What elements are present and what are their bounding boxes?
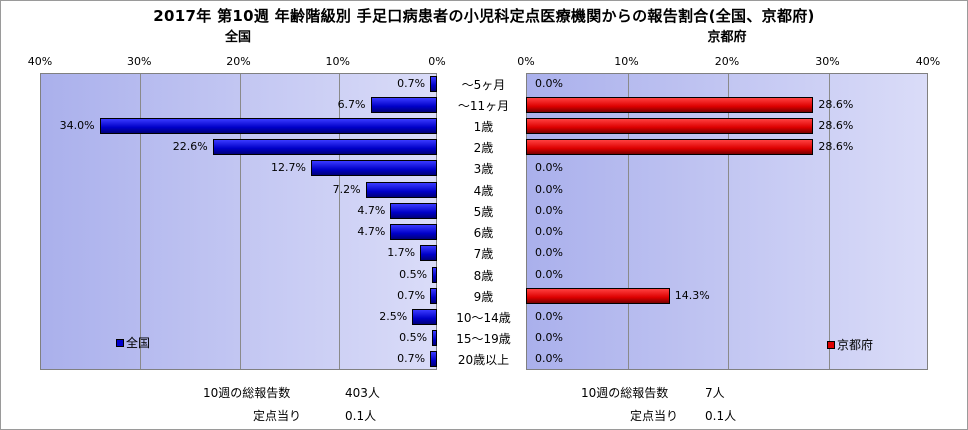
left-legend-label: 全国	[126, 336, 151, 350]
national-bar	[370, 96, 437, 113]
right-total-label: 10週の総報告数	[581, 386, 669, 400]
left-tick-label: 20%	[226, 55, 251, 68]
kyoto-value-label: 0.0%	[535, 76, 563, 90]
national-bar	[430, 351, 437, 368]
left-tick-label: 30%	[127, 55, 152, 68]
kyoto-value-label: 0.0%	[535, 225, 563, 239]
kyoto-value-label: 28.6%	[818, 97, 854, 111]
kyoto-value-label: 0.0%	[535, 267, 563, 281]
national-bar	[420, 245, 437, 262]
national-value-label: 2.5%	[379, 309, 408, 323]
national-value-label: 0.7%	[397, 76, 426, 90]
left-tick-label: 0%	[428, 55, 446, 68]
right-per-label: 定点当り	[630, 409, 679, 423]
kyoto-bar	[526, 287, 670, 304]
kyoto-value-label: 0.0%	[535, 203, 563, 217]
national-value-label: 34.0%	[59, 119, 95, 133]
kyoto-bar	[526, 96, 814, 113]
category-label: ～11ヶ月	[457, 98, 510, 113]
kyoto-value-label: 28.6%	[818, 119, 854, 133]
left-per-value: 0.1人	[345, 409, 377, 423]
left-total-value: 403人	[345, 386, 380, 400]
category-label: 20歳以上	[457, 353, 510, 368]
national-bar	[412, 308, 437, 325]
left-tick-label: 40%	[27, 55, 53, 68]
national-value-label: 0.7%	[397, 352, 426, 366]
national-value-label: 1.7%	[387, 246, 416, 260]
category-label: 5歳	[473, 204, 494, 219]
national-bar	[430, 287, 437, 304]
category-label: 4歳	[473, 183, 494, 198]
category-label: ～5ヶ月	[461, 77, 506, 92]
national-value-label: 0.5%	[399, 267, 428, 281]
kyoto-value-label: 0.0%	[535, 352, 563, 366]
national-bar	[99, 118, 437, 135]
right-legend: 京都府	[827, 336, 873, 353]
kyoto-value-label: 0.0%	[535, 309, 563, 323]
category-label: 8歳	[473, 268, 494, 283]
national-value-label: 12.7%	[271, 161, 306, 175]
chart-title: 2017年 第10週 年齢階級別 手足口病患者の小児科定点医療機関からの報告割合…	[153, 7, 815, 25]
right-tick-label: 20%	[714, 55, 740, 68]
right-gridline	[728, 74, 729, 369]
national-bar	[310, 160, 437, 177]
left-total-label: 10週の総報告数	[203, 386, 291, 400]
kyoto-value-label: 0.0%	[535, 331, 563, 345]
category-label: 15～19歳	[456, 332, 511, 347]
left-panel-title: 全国	[224, 30, 251, 45]
category-label: 3歳	[473, 162, 494, 177]
category-label: 6歳	[473, 226, 494, 241]
national-bar	[365, 181, 437, 198]
national-value-label: 7.2%	[332, 182, 361, 196]
category-label: 2歳	[473, 141, 494, 156]
left-tick-label: 10%	[325, 55, 350, 68]
right-total-value: 7人	[705, 386, 725, 400]
kyoto-bar	[526, 139, 814, 156]
national-bar	[212, 139, 437, 156]
left-gridline	[239, 74, 241, 369]
category-label: 10～14歳	[456, 310, 511, 325]
right-legend-label: 京都府	[837, 338, 874, 352]
kyoto-value-label: 0.0%	[535, 246, 563, 260]
national-bar	[432, 330, 437, 347]
national-bar	[390, 224, 437, 241]
national-value-label: 4.7%	[357, 203, 386, 217]
left-gridline	[140, 74, 142, 369]
kyoto-value-label: 0.0%	[535, 161, 563, 175]
right-tick-label: 10%	[614, 55, 639, 68]
right-per-value: 0.1人	[705, 409, 737, 423]
kyoto-value-label: 0.0%	[535, 182, 563, 196]
right-panel-title: 京都府	[707, 30, 747, 45]
national-value-label: 0.5%	[399, 331, 428, 345]
national-bar	[432, 266, 437, 283]
right-tick-label: 30%	[815, 55, 840, 68]
kyoto-bar	[526, 118, 814, 135]
category-label: 9歳	[473, 289, 494, 304]
right-gridline	[828, 74, 830, 369]
left-legend-swatch	[116, 338, 124, 347]
national-value-label: 6.7%	[337, 97, 366, 111]
national-bar	[390, 202, 437, 219]
left-legend: 全国	[116, 334, 150, 351]
national-value-label: 4.7%	[357, 225, 386, 239]
category-label: 1歳	[473, 120, 494, 135]
right-tick-label: 0%	[517, 55, 535, 68]
national-value-label: 22.6%	[172, 140, 208, 154]
national-bar	[430, 75, 437, 92]
left-per-label: 定点当り	[253, 409, 302, 423]
right-gridline	[627, 74, 629, 369]
national-value-label: 0.7%	[397, 288, 426, 302]
right-legend-swatch	[827, 340, 835, 349]
kyoto-value-label: 14.3%	[674, 288, 710, 302]
kyoto-value-label: 28.6%	[818, 140, 854, 154]
right-tick-label: 40%	[915, 55, 941, 68]
left-gridline	[338, 74, 340, 369]
category-label: 7歳	[473, 247, 494, 262]
